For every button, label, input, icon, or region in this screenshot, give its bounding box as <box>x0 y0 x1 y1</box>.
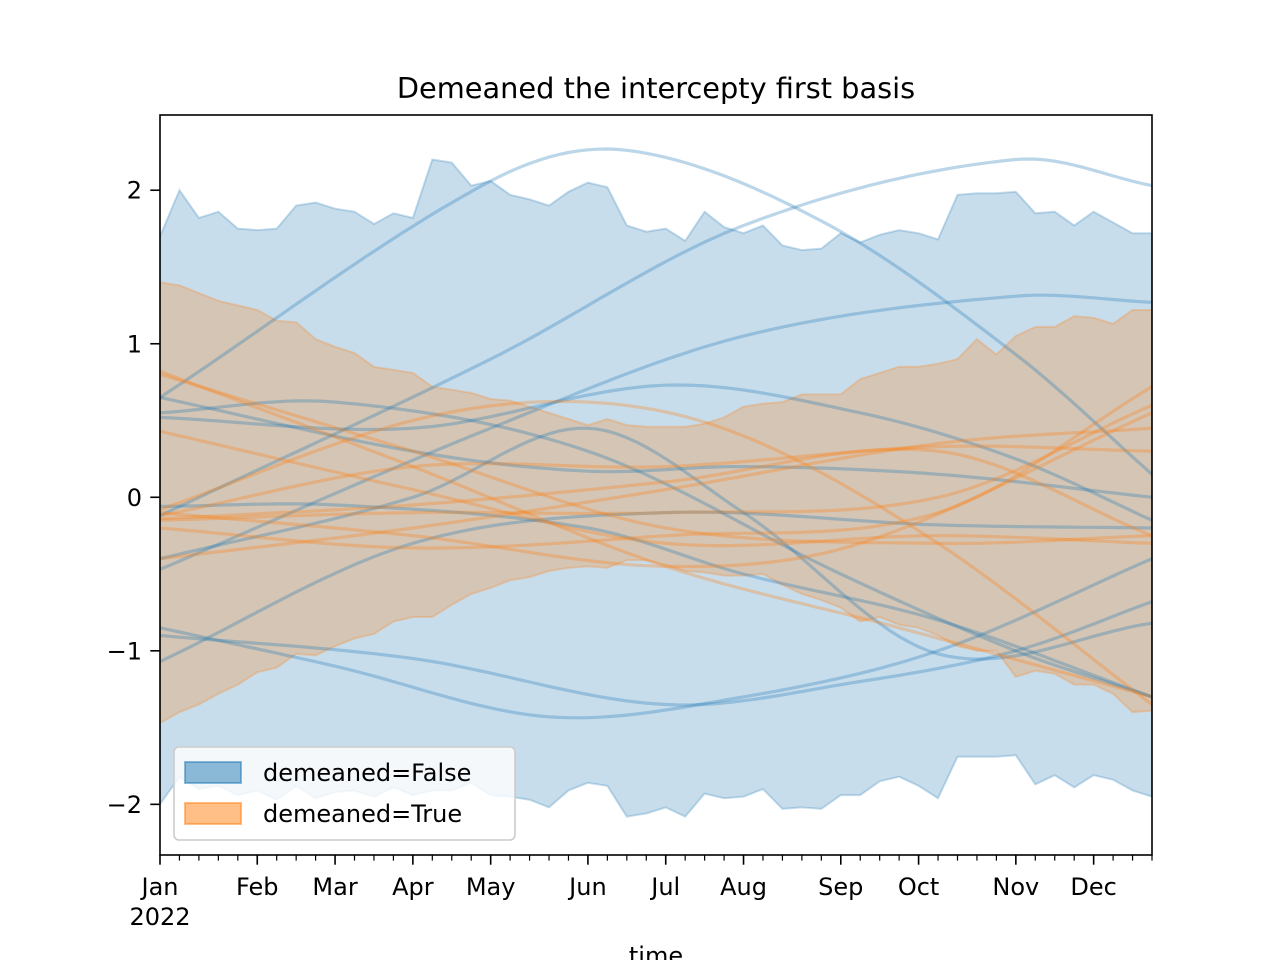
legend-swatch-true <box>184 802 242 825</box>
sample-line-true-8 <box>160 426 1152 561</box>
y-axis: 2 1 0 −1 −2 <box>107 177 160 819</box>
sample-line-false-1 <box>160 157 1152 518</box>
legend-label-false: demeaned=False <box>263 759 471 787</box>
legend-swatch-false <box>184 761 242 784</box>
x-tick-label-jan: Jan <box>140 873 179 901</box>
sample-line-true-6 <box>160 411 1152 569</box>
x-axis-label: time <box>629 942 683 960</box>
sample-line-true-1 <box>160 372 1152 546</box>
x-tick-label-dec: Dec <box>1070 873 1116 901</box>
sample-line-false-3 <box>160 399 1152 699</box>
sample-line-true-3 <box>160 399 1152 706</box>
x-tick-label-oct: Oct <box>898 873 940 901</box>
band-demeaned-true <box>160 281 1152 725</box>
sample-line-false-6 <box>160 502 1152 699</box>
sample-line-false-2 <box>160 293 1152 571</box>
sample-line-true-7 <box>160 385 1152 550</box>
y-tick-label: 2 <box>127 177 142 205</box>
sample-line-true-9 <box>160 447 1152 538</box>
y-tick-label: 1 <box>127 330 142 358</box>
sample-line-false-7 <box>160 510 1152 664</box>
sample-line-false-8 <box>160 557 1152 720</box>
sample-line-false-10 <box>160 426 1152 661</box>
sample-line-false-0 <box>160 147 1152 476</box>
sample-line-true-2 <box>160 429 1152 548</box>
sample-line-true-4 <box>160 444 1152 518</box>
x-tick-label-jun: Jun <box>567 873 607 901</box>
x-tick-label-jul: Jul <box>649 873 680 901</box>
x-tick-label-feb: Feb <box>236 873 279 901</box>
x-tick-label-apr: Apr <box>392 873 434 901</box>
legend: demeaned=False demeaned=True <box>173 746 516 841</box>
x-tick-label-may: May <box>466 873 516 901</box>
sample-line-false-9 <box>160 600 1152 707</box>
y-tick-label: −1 <box>107 637 142 665</box>
y-tick-label: 0 <box>127 484 142 512</box>
legend-label-true: demeaned=True <box>263 800 462 828</box>
x-tick-label-sep: Sep <box>818 873 863 901</box>
line-layer <box>160 147 1152 720</box>
sample-line-true-5 <box>160 403 1152 522</box>
sample-line-false-5 <box>160 383 1152 522</box>
x-tick-year-label: 2022 <box>129 903 190 931</box>
x-tick-label-nov: Nov <box>992 873 1039 901</box>
band-layer <box>160 158 1152 818</box>
axes-frame <box>159 114 1153 856</box>
legend-box <box>173 746 516 841</box>
y-tick-label: −2 <box>107 791 142 819</box>
sample-line-false-4 <box>160 395 1152 499</box>
sample-line-true-0 <box>160 369 1152 699</box>
x-tick-label-aug: Aug <box>720 873 767 901</box>
x-tick-label-mar: Mar <box>312 873 357 901</box>
plot-area <box>160 115 1152 855</box>
chart-title: Demeaned the intercepty first basis <box>397 71 915 105</box>
